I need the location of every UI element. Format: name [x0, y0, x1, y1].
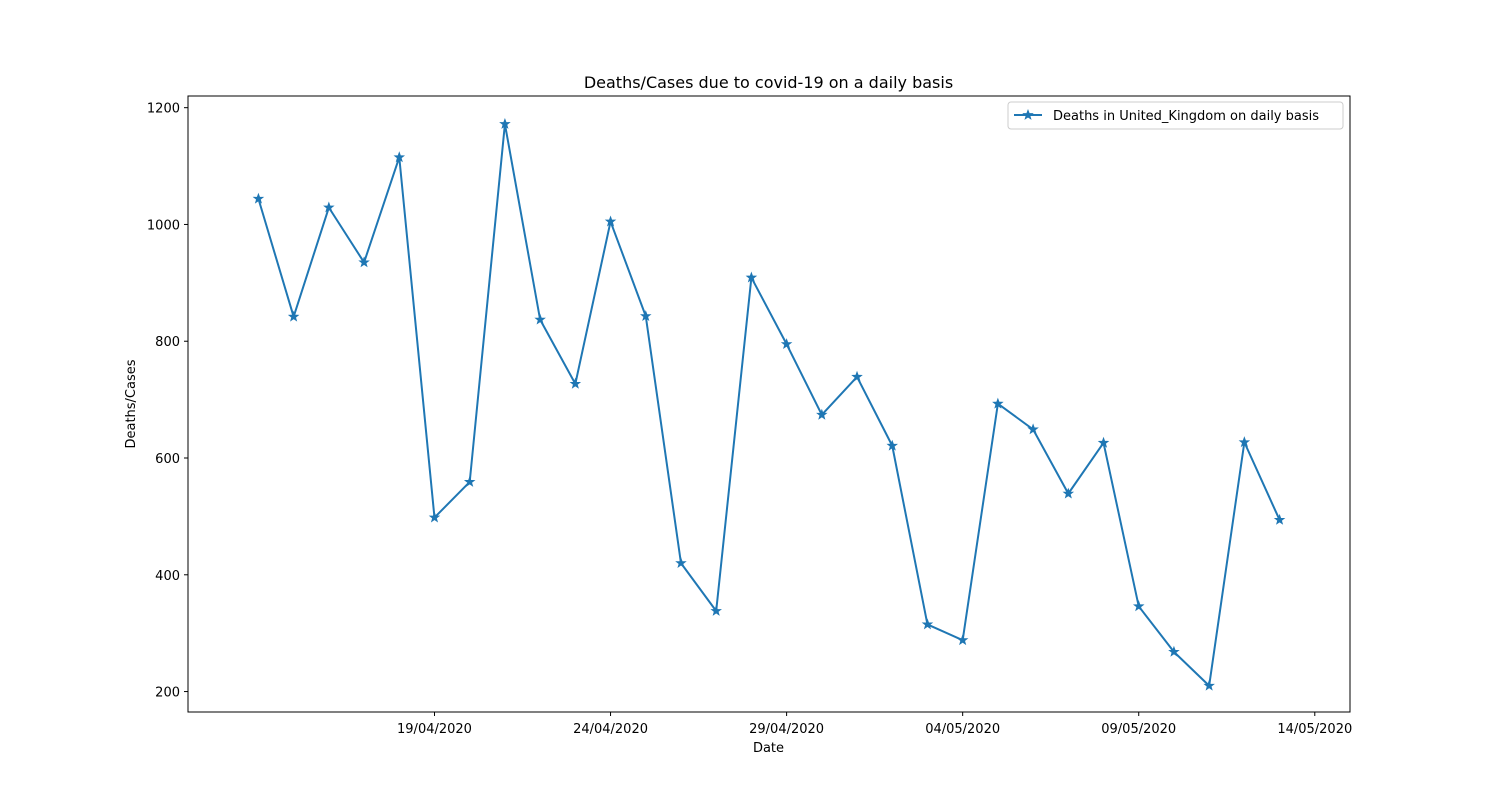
data-point-star-icon: [639, 310, 652, 322]
data-point-star-icon: [816, 408, 828, 420]
y-tick-label: 200: [155, 686, 180, 701]
data-point-star-icon: [428, 511, 441, 523]
legend-marker-star-icon: [1022, 108, 1034, 120]
plot-frame: [187, 95, 1351, 713]
y-tick-label: 800: [155, 335, 180, 350]
x-tick-label: 24/04/2020: [573, 722, 648, 737]
x-axis-ticks: 19/04/2020 24/04/2020 29/04/2020 04/05/2020…: [397, 712, 1352, 737]
data-point-star-icon: [851, 370, 863, 382]
series-line: [257, 123, 1281, 687]
y-axis-ticks: 200 400 600 800 1000 1200: [147, 102, 188, 701]
y-axis-label: Deaths/Cases: [124, 359, 139, 448]
x-tick-label: 14/05/2020: [1277, 722, 1352, 737]
data-point-star-icon: [1203, 679, 1215, 691]
data-point-star-icon: [534, 313, 546, 325]
data-point-star-icon: [463, 475, 476, 487]
x-tick-label: 29/04/2020: [749, 722, 824, 737]
data-point-star-icon: [323, 201, 335, 213]
data-point-star-icon: [886, 439, 899, 451]
data-point-star-icon: [710, 604, 722, 616]
data-point-star-icon: [499, 117, 511, 129]
data-point-star-icon: [1132, 600, 1145, 612]
legend-label: Deaths in United_Kingdom on daily basis: [1053, 109, 1319, 124]
chart-title: Deaths/Cases due to covid-19 on a daily …: [584, 73, 953, 92]
x-tick-label: 04/05/2020: [925, 722, 1000, 737]
x-axis-label: Date: [753, 741, 784, 756]
data-point-star-icon: [1273, 513, 1286, 525]
x-tick-label: 19/04/2020: [397, 722, 472, 737]
data-point-star-icon: [956, 634, 969, 646]
series-layer: [252, 117, 1286, 691]
data-point-star-icon: [921, 618, 934, 630]
data-point-star-icon: [252, 192, 265, 204]
data-point-star-icon: [745, 271, 758, 283]
legend: Deaths in United_Kingdom on daily basis: [1007, 101, 1344, 130]
legend-box: [1007, 101, 1344, 130]
data-point-star-icon: [992, 397, 1004, 409]
y-tick-label: 400: [155, 569, 180, 584]
x-tick-label: 09/05/2020: [1101, 722, 1176, 737]
data-point-star-icon: [569, 377, 582, 389]
data-point-star-icon: [1238, 436, 1251, 448]
data-point-star-icon: [780, 338, 793, 350]
y-tick-label: 1000: [147, 218, 180, 233]
data-point-star-icon: [393, 151, 406, 163]
data-point-star-icon: [1027, 423, 1039, 435]
data-point-star-icon: [1062, 487, 1075, 499]
y-tick-label: 1200: [147, 102, 180, 117]
data-point-star-icon: [287, 310, 300, 322]
data-point-star-icon: [604, 215, 617, 227]
data-point-star-icon: [1097, 436, 1110, 448]
data-point-star-icon: [675, 557, 687, 569]
data-point-star-icon: [358, 256, 370, 268]
data-point-star-icon: [1168, 645, 1180, 657]
y-tick-label: 600: [155, 452, 180, 467]
